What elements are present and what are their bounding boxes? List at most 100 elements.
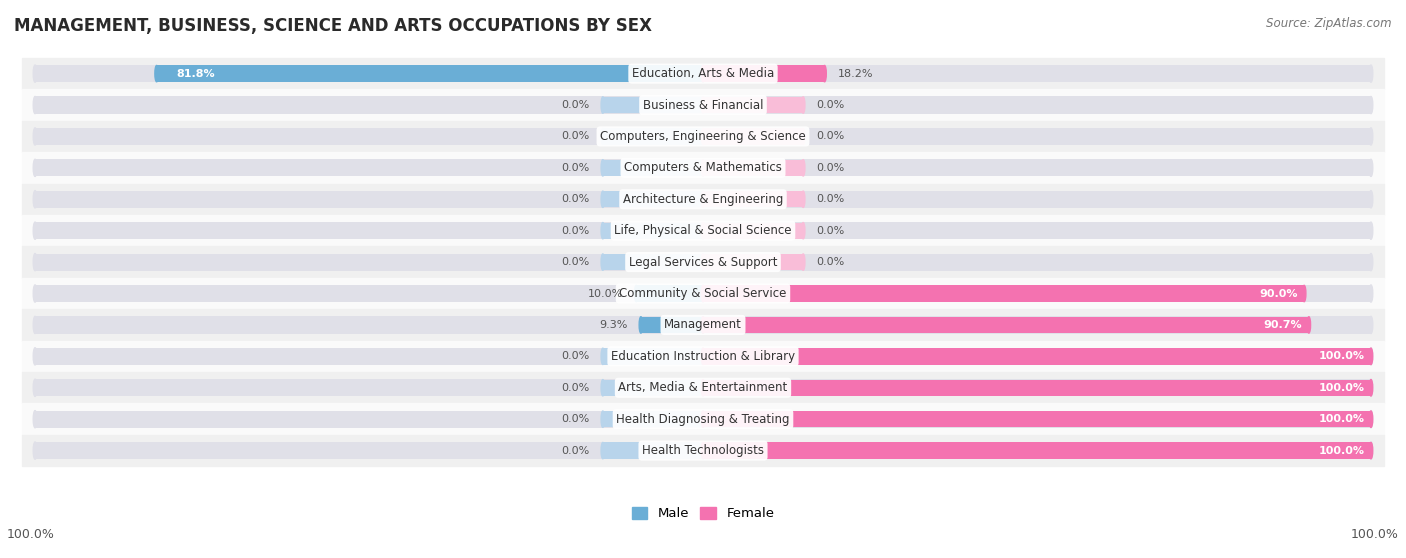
Bar — [21, 215, 1385, 247]
Text: Legal Services & Support: Legal Services & Support — [628, 256, 778, 268]
Circle shape — [702, 191, 704, 208]
Text: Computers, Engineering & Science: Computers, Engineering & Science — [600, 130, 806, 143]
Bar — [603, 97, 703, 113]
Bar — [35, 159, 1371, 176]
Text: MANAGEMENT, BUSINESS, SCIENCE AND ARTS OCCUPATIONS BY SEX: MANAGEMENT, BUSINESS, SCIENCE AND ARTS O… — [14, 17, 652, 35]
Bar — [21, 309, 1385, 340]
Bar — [35, 65, 1371, 82]
Text: 100.0%: 100.0% — [7, 528, 55, 541]
Circle shape — [702, 254, 704, 270]
Circle shape — [702, 317, 704, 333]
Bar — [35, 348, 1371, 365]
Circle shape — [34, 348, 37, 365]
Text: 0.0%: 0.0% — [817, 100, 845, 110]
Bar — [603, 223, 703, 239]
Circle shape — [702, 317, 704, 333]
Circle shape — [602, 97, 605, 113]
Circle shape — [1369, 191, 1372, 208]
Circle shape — [702, 411, 704, 427]
Bar — [603, 128, 703, 145]
Text: Source: ZipAtlas.com: Source: ZipAtlas.com — [1267, 17, 1392, 30]
Text: Management: Management — [664, 319, 742, 331]
Circle shape — [1369, 97, 1372, 114]
Text: 0.0%: 0.0% — [561, 352, 589, 362]
Circle shape — [1369, 253, 1372, 271]
Text: Health Diagnosing & Treating: Health Diagnosing & Treating — [616, 413, 790, 426]
Circle shape — [602, 128, 605, 145]
Circle shape — [801, 128, 804, 145]
Circle shape — [155, 65, 159, 82]
Bar — [603, 348, 703, 364]
Text: 90.0%: 90.0% — [1258, 288, 1298, 299]
Circle shape — [702, 223, 704, 239]
Bar — [603, 191, 703, 208]
Bar — [21, 152, 1385, 184]
Bar — [156, 65, 703, 82]
Text: 0.0%: 0.0% — [561, 132, 589, 141]
Circle shape — [602, 223, 605, 239]
Circle shape — [34, 128, 37, 145]
Circle shape — [34, 253, 37, 271]
Circle shape — [640, 317, 643, 333]
Text: 0.0%: 0.0% — [561, 163, 589, 173]
Circle shape — [34, 442, 37, 459]
Bar — [35, 191, 1371, 208]
Circle shape — [801, 191, 804, 208]
Circle shape — [1369, 348, 1372, 365]
Circle shape — [634, 285, 638, 302]
Circle shape — [801, 97, 804, 113]
Text: 0.0%: 0.0% — [817, 163, 845, 173]
Bar — [21, 372, 1385, 403]
Bar — [703, 160, 803, 176]
Bar — [636, 285, 703, 302]
Circle shape — [602, 379, 605, 396]
Bar — [21, 435, 1385, 466]
Bar — [703, 285, 1305, 302]
Circle shape — [702, 128, 704, 145]
Text: 0.0%: 0.0% — [817, 225, 845, 235]
Circle shape — [1369, 159, 1372, 176]
Circle shape — [702, 65, 704, 82]
Circle shape — [823, 65, 827, 82]
Bar — [35, 222, 1371, 239]
Bar — [703, 442, 1371, 459]
Bar — [21, 121, 1385, 152]
Bar — [603, 254, 703, 270]
Bar — [703, 191, 803, 208]
Circle shape — [702, 442, 704, 459]
Bar — [21, 58, 1385, 89]
Bar — [641, 317, 703, 333]
Circle shape — [702, 97, 704, 113]
Circle shape — [602, 191, 605, 208]
Circle shape — [34, 191, 37, 208]
Circle shape — [34, 285, 37, 302]
Circle shape — [1369, 285, 1372, 302]
Text: 90.7%: 90.7% — [1264, 320, 1302, 330]
Legend: Male, Female: Male, Female — [631, 507, 775, 521]
Circle shape — [1308, 317, 1310, 333]
Text: 0.0%: 0.0% — [561, 225, 589, 235]
Text: 100.0%: 100.0% — [1319, 414, 1364, 424]
Circle shape — [602, 348, 605, 364]
Circle shape — [34, 222, 37, 239]
Circle shape — [702, 348, 704, 364]
Text: 0.0%: 0.0% — [817, 257, 845, 267]
Bar — [21, 184, 1385, 215]
Text: Life, Physical & Social Science: Life, Physical & Social Science — [614, 224, 792, 237]
Bar — [35, 316, 1371, 334]
Circle shape — [602, 254, 605, 270]
Bar — [703, 254, 803, 270]
Circle shape — [602, 442, 605, 459]
Text: 0.0%: 0.0% — [561, 383, 589, 393]
Bar — [35, 442, 1371, 459]
Circle shape — [702, 65, 704, 82]
Circle shape — [702, 442, 704, 459]
Circle shape — [1369, 379, 1372, 396]
Text: Arts, Media & Entertainment: Arts, Media & Entertainment — [619, 381, 787, 395]
Circle shape — [34, 316, 37, 334]
Circle shape — [801, 160, 804, 176]
Bar — [35, 253, 1371, 271]
Circle shape — [1302, 285, 1306, 302]
Bar — [21, 247, 1385, 278]
Bar — [703, 128, 803, 145]
